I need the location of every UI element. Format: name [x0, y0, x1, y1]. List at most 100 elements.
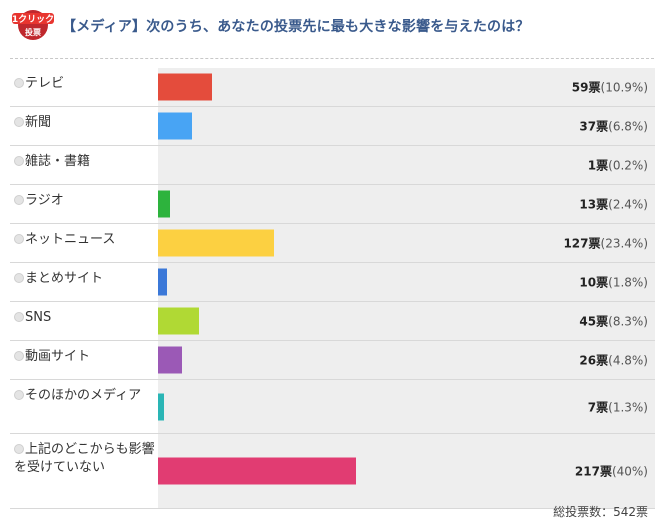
header-divider [10, 58, 654, 59]
vote-count: 1票(0.2%) [588, 157, 648, 174]
poll-header: 1クリック 投票 【メディア】次のうち、あなたの投票先に最も大きな影響を与えたの… [0, 0, 664, 56]
option-label-cell: ラジオ [10, 185, 158, 223]
vote-count: 13票(2.4%) [579, 196, 648, 213]
result-bar-cell: 26票(4.8%) [158, 341, 655, 379]
option-label-cell: テレビ [10, 68, 158, 106]
option-label-cell: 上記のどこからも影響を受けていない [10, 434, 158, 508]
vote-unit: 票 [588, 80, 601, 95]
vote-number: 127 [563, 236, 589, 251]
result-bar-cell: 1票(0.2%) [158, 146, 655, 184]
vote-percent: (23.4%) [600, 236, 648, 251]
result-bar-cell: 37票(6.8%) [158, 107, 655, 145]
option-label-cell: SNS [10, 302, 158, 340]
option-label-cell: 雑誌・書籍 [10, 146, 158, 184]
poll-question-title: 【メディア】次のうち、あなたの投票先に最も大きな影響を与えたのは？ [62, 19, 530, 35]
vote-number: 7 [587, 400, 597, 414]
result-bar [158, 229, 274, 257]
vote-number: 1 [587, 158, 597, 173]
poll-option-row: 雑誌・書籍 1票(0.2%) [10, 146, 655, 185]
result-bar-cell: 127票(23.4%) [158, 224, 655, 262]
option-radio-button[interactable] [14, 390, 24, 400]
result-bar [158, 346, 182, 374]
option-label: そのほかのメディア [25, 388, 142, 403]
vote-percent: (6.8%) [608, 119, 648, 134]
vote-number: 37 [579, 119, 597, 134]
vote-percent: (1.3%) [608, 400, 648, 414]
option-label: SNS [25, 310, 52, 325]
vote-unit: 票 [588, 236, 601, 251]
option-label: 動画サイト [25, 349, 91, 364]
option-radio-button[interactable] [14, 78, 24, 88]
poll-option-row: ネットニュース 127票(23.4%) [10, 224, 655, 263]
vote-unit: 票 [596, 400, 609, 414]
result-bar-cell: 10票(1.8%) [158, 263, 655, 301]
vote-percent: (4.8%) [608, 353, 648, 368]
result-bar-cell: 13票(2.4%) [158, 185, 655, 223]
option-radio-button[interactable] [14, 444, 24, 454]
poll-option-row: 上記のどこからも影響を受けていない 217票(40%) [10, 434, 655, 509]
poll-option-row: SNS 45票(8.3%) [10, 302, 655, 341]
result-bar-cell: 7票(1.3%) [158, 380, 655, 433]
total-votes: 総投票数：542票 [553, 505, 648, 519]
option-radio-button[interactable] [14, 156, 24, 166]
vote-count: 45票(8.3%) [579, 313, 648, 330]
option-label: 雑誌・書籍 [25, 154, 91, 169]
result-bar [158, 307, 200, 335]
result-bar [158, 268, 167, 296]
result-bar [158, 393, 165, 420]
vote-number: 217 [574, 464, 600, 479]
result-bar-cell: 59票(10.9%) [158, 68, 655, 106]
poll-option-row: そのほかのメディア 7票(1.3%) [10, 380, 655, 434]
vote-number: 59 [571, 80, 589, 95]
vote-unit: 票 [596, 158, 609, 173]
result-bar [158, 73, 212, 101]
option-radio-button[interactable] [14, 195, 24, 205]
vote-unit: 票 [596, 197, 609, 212]
vote-number: 10 [579, 275, 597, 290]
result-bar [158, 457, 356, 485]
vote-count: 7票(1.3%) [588, 398, 648, 415]
vote-percent: (2.4%) [608, 197, 648, 212]
option-label: テレビ [25, 76, 65, 91]
poll-option-row: ラジオ 13票(2.4%) [10, 185, 655, 224]
option-label-cell: 動画サイト [10, 341, 158, 379]
vote-count: 10票(1.8%) [579, 274, 648, 291]
option-label-cell: ネットニュース [10, 224, 158, 262]
vote-percent: (10.9%) [600, 80, 648, 95]
vote-count: 217票(40%) [575, 463, 648, 480]
vote-number: 45 [579, 314, 597, 329]
vote-unit: 票 [596, 353, 609, 368]
vote-count: 127票(23.4%) [563, 235, 648, 252]
vote-percent: (40%) [611, 464, 648, 479]
result-bar [158, 190, 170, 218]
vote-unit: 票 [596, 314, 609, 329]
option-radio-button[interactable] [14, 351, 24, 361]
option-label: 新聞 [25, 115, 52, 130]
svg-text:1クリック: 1クリック [12, 14, 54, 25]
option-label: ネットニュース [25, 232, 116, 247]
option-radio-button[interactable] [14, 273, 24, 283]
option-radio-button[interactable] [14, 234, 24, 244]
poll-option-row: まとめサイト 10票(1.8%) [10, 263, 655, 302]
svg-text:投票: 投票 [25, 27, 41, 37]
vote-number: 13 [579, 197, 597, 212]
option-radio-button[interactable] [14, 312, 24, 322]
vote-count: 26票(4.8%) [579, 352, 648, 369]
vote-count: 59票(10.9%) [572, 79, 648, 96]
vote-unit: 票 [599, 464, 612, 479]
option-label-cell: そのほかのメディア [10, 380, 158, 433]
option-label-cell: まとめサイト [10, 263, 158, 301]
result-bar-cell: 45票(8.3%) [158, 302, 655, 340]
vote-number: 26 [579, 353, 597, 368]
option-label: 上記のどこからも影響を受けていない [14, 442, 155, 475]
vote-percent: (0.2%) [608, 158, 648, 173]
poll-results-table: テレビ 59票(10.9%) 新聞 37票(6.8%) 雑誌・書籍 1票(0.2%) ラジオ… [10, 68, 655, 509]
one-click-vote-badge-icon: 1クリック 投票 [12, 10, 54, 40]
option-label: ラジオ [25, 193, 64, 208]
result-bar-cell: 217票(40%) [158, 434, 655, 508]
option-radio-button[interactable] [14, 117, 24, 127]
option-label: まとめサイト [25, 271, 104, 286]
vote-count: 37票(6.8%) [579, 118, 648, 135]
vote-percent: (1.8%) [608, 275, 648, 290]
vote-unit: 票 [596, 275, 609, 290]
